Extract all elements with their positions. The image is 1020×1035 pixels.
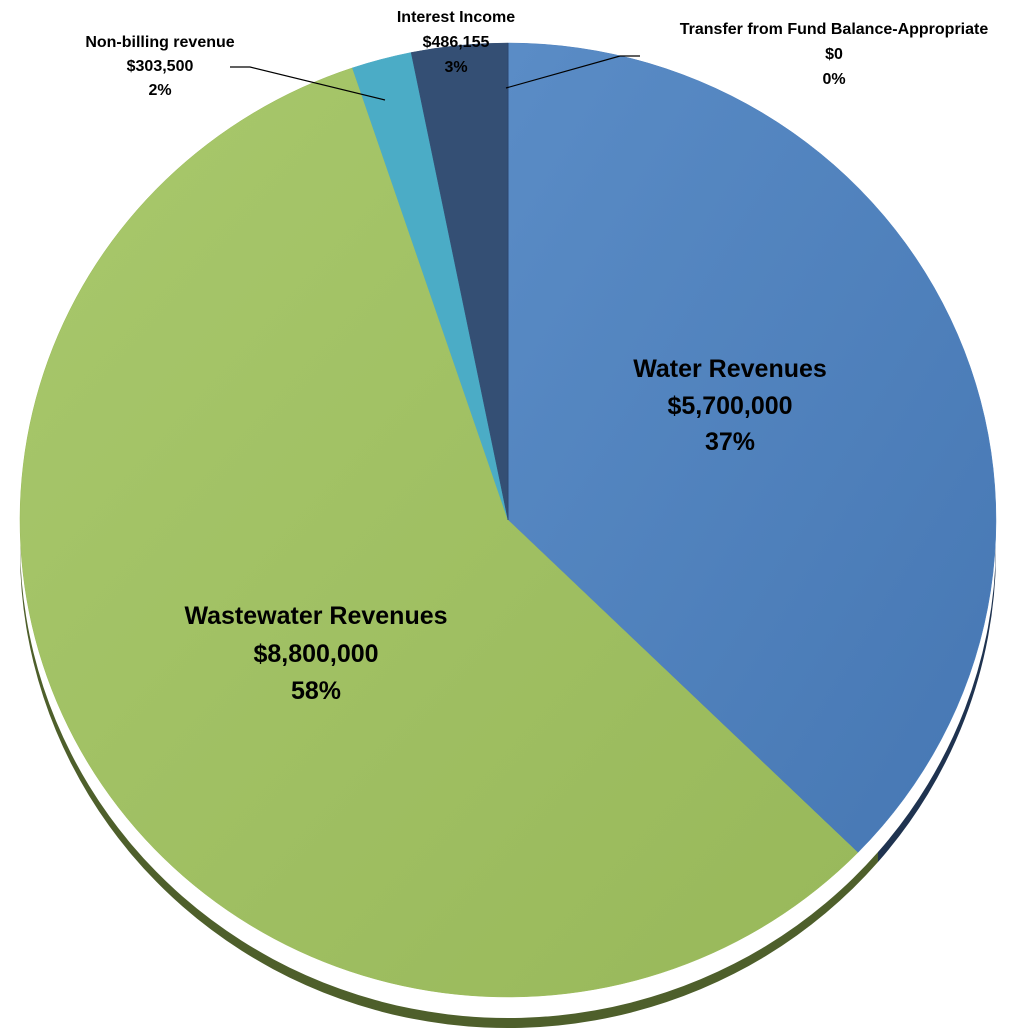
slice-value-transfer: $0 bbox=[825, 46, 843, 63]
slice-value-water: $5,700,000 bbox=[667, 392, 792, 420]
pie-slices bbox=[19, 42, 997, 998]
slice-percent-wastewater: 58% bbox=[291, 677, 341, 705]
pie-slice-wastewater-revenues bbox=[19, 67, 859, 998]
leader-line-transfer bbox=[505, 55, 640, 89]
slice-label-interest: Interest Income bbox=[397, 9, 515, 26]
leader-line-non-billing bbox=[230, 66, 386, 101]
slice-percent-transfer: 0% bbox=[822, 71, 845, 88]
slice-percent-non-billing: 2% bbox=[148, 82, 171, 99]
slice-value-wastewater: $8,800,000 bbox=[253, 640, 378, 668]
pie-slice-water-revenues bbox=[507, 42, 997, 853]
slice-value-interest: $486,155 bbox=[423, 34, 490, 51]
slice-percent-interest: 3% bbox=[444, 59, 467, 76]
slice-label-wastewater: Wastewater Revenues bbox=[184, 602, 447, 630]
slice-value-non-billing: $303,500 bbox=[127, 58, 194, 75]
slice-label-transfer: Transfer from Fund Balance-Appropriate bbox=[680, 21, 989, 38]
slice-percent-water: 37% bbox=[705, 428, 755, 456]
slice-label-non-billing: Non-billing revenue bbox=[85, 34, 234, 51]
slice-label-water: Water Revenues bbox=[633, 355, 827, 383]
